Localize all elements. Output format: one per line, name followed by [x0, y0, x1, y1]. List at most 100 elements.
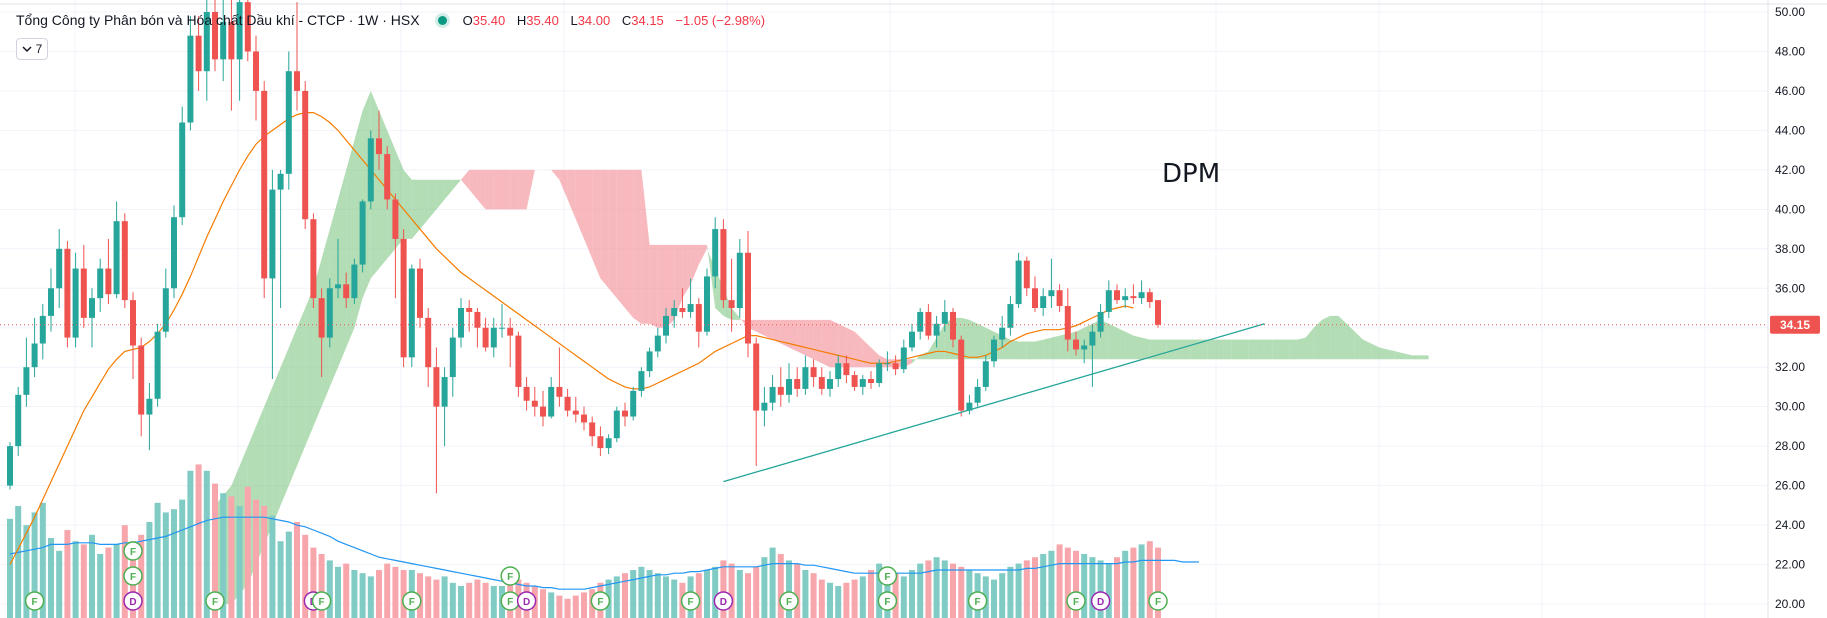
candle-body: [941, 311, 948, 324]
trendline: [723, 323, 1265, 483]
candle: [925, 304, 932, 340]
candle: [1023, 256, 1030, 297]
low-value: 34.00: [577, 12, 611, 28]
candle-body: [958, 339, 965, 411]
candle: [892, 355, 899, 376]
cloud-segment-bullish: [936, 323, 945, 360]
cloud-segment-bullish: [1018, 341, 1027, 360]
candle-body: [97, 268, 104, 299]
candle-body: [236, 2, 243, 60]
cloud-segment-bearish: [559, 169, 568, 200]
dividend-marker: D: [713, 591, 734, 611]
cloud-segment-bearish: [821, 319, 830, 368]
volume-bar: [162, 512, 169, 618]
candle-body: [884, 363, 891, 365]
cloud-segment-bearish: [657, 244, 666, 328]
candle-body: [605, 438, 612, 449]
cloud-segment-bullish: [1158, 339, 1167, 360]
candle: [367, 130, 374, 210]
last-price-label: 34.15: [1780, 318, 1810, 332]
earnings-marker: F: [1066, 591, 1086, 611]
chart-annotation: DPM: [1162, 159, 1220, 189]
cloud-segment-bearish: [698, 244, 707, 265]
candle: [958, 335, 965, 417]
cloud-segment-bearish: [772, 319, 781, 344]
candle: [1040, 288, 1047, 316]
cloud-segment-bullish: [444, 179, 453, 200]
candle-body: [285, 71, 292, 174]
marker-circle: [1090, 591, 1111, 611]
candle: [187, 15, 194, 131]
candle: [64, 240, 71, 348]
change-value: −1.05 (−2.98%): [675, 12, 766, 28]
candle-body: [1138, 292, 1145, 299]
volume-bar: [638, 566, 645, 618]
marker-circle: [877, 591, 898, 611]
candle: [154, 323, 161, 407]
volume-bar: [359, 573, 366, 618]
volume-bar: [1040, 554, 1047, 618]
marker-circle: [402, 591, 422, 611]
candle: [572, 396, 579, 423]
volume-bar: [285, 531, 292, 618]
cloud-segment-bearish: [813, 319, 822, 364]
volume-bar: [417, 573, 423, 618]
candle-body: [1015, 260, 1022, 305]
candle-body: [490, 327, 497, 348]
indicators-toggle-button[interactable]: 7: [16, 38, 48, 60]
candle-body: [1081, 345, 1088, 350]
candle-body: [56, 248, 63, 289]
cloud-segment-bullish: [1305, 327, 1314, 360]
cloud-segment-bullish: [305, 288, 314, 447]
cloud-segment-bullish: [1026, 341, 1035, 360]
cloud-segment-bullish: [1108, 323, 1117, 360]
candle: [630, 386, 637, 421]
candle: [351, 258, 358, 305]
symbol-title: Tổng Công ty Phân bón và Hóa chất Dầu kh…: [16, 12, 420, 28]
marker-label: F: [212, 597, 218, 608]
volume-bar: [433, 579, 440, 618]
volume-bar: [187, 470, 194, 618]
volume-bar: [195, 464, 202, 618]
cloud-segment-bullish: [731, 308, 740, 320]
volume-bar: [277, 541, 284, 618]
volume-bar: [712, 566, 719, 618]
candle: [162, 268, 169, 338]
volume-bar: [89, 534, 95, 618]
candle: [917, 308, 924, 340]
volume-bar: [392, 566, 399, 618]
volume-bar: [999, 573, 1006, 618]
candle-body: [220, 21, 227, 60]
volume-bar: [1056, 544, 1063, 618]
earnings-marker: F: [680, 591, 701, 611]
candle-body: [302, 90, 309, 220]
candle: [417, 258, 423, 328]
candle: [679, 288, 686, 318]
candle: [564, 388, 571, 417]
candle: [425, 308, 432, 387]
cloud-segment-bearish: [649, 244, 658, 328]
marker-label: F: [884, 597, 890, 608]
candle-body: [933, 323, 940, 336]
price-tick-label: 36.00: [1775, 281, 1805, 295]
cloud-segment-bullish: [1330, 315, 1339, 360]
cloud-segment-bullish: [264, 386, 273, 545]
volume-bar: [31, 512, 38, 618]
candle: [335, 238, 341, 299]
candle: [1089, 323, 1096, 387]
candle: [236, 0, 243, 101]
candle: [1064, 288, 1071, 352]
marker-label: F: [409, 597, 415, 608]
volume-bar: [851, 579, 858, 618]
cloud-segment-bullish: [452, 179, 461, 190]
candle-body: [769, 386, 776, 403]
candle-body: [802, 367, 809, 389]
candle: [1007, 296, 1014, 336]
candle: [638, 367, 645, 397]
cloud-segment-bullish: [707, 244, 716, 308]
candle: [818, 367, 825, 395]
cloud-segment-bullish: [1248, 339, 1257, 360]
candle-body: [868, 379, 874, 383]
